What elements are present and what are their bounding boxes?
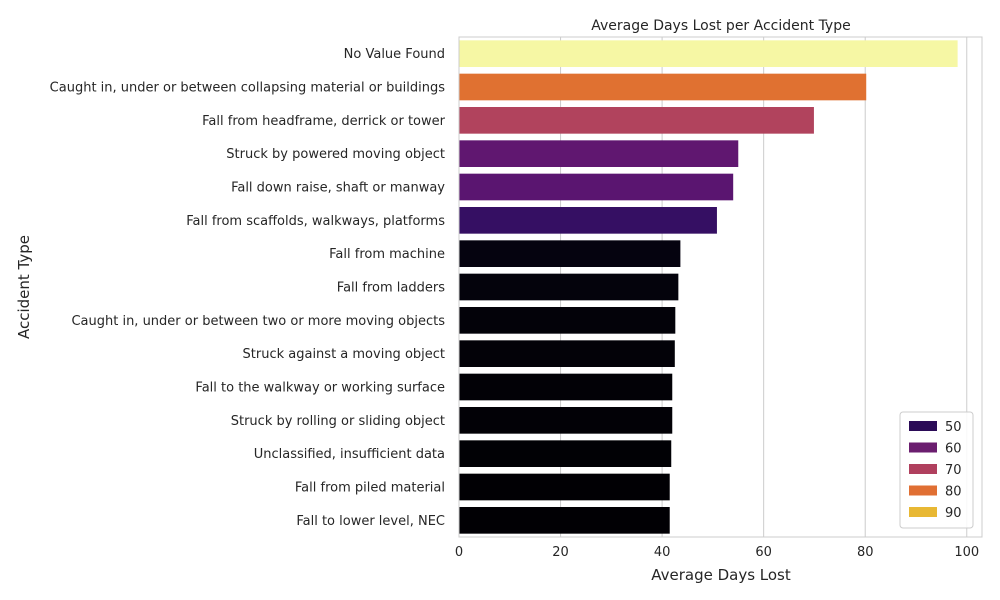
y-tick-label: Struck against a moving object <box>243 347 445 362</box>
bar <box>459 407 673 434</box>
bar <box>459 107 814 134</box>
legend-label: 70 <box>945 463 962 478</box>
bar <box>459 340 675 367</box>
bar <box>459 40 958 67</box>
y-tick-label: Struck by rolling or sliding object <box>231 414 445 429</box>
bar <box>459 140 739 167</box>
y-tick-label: Fall from headframe, derrick or tower <box>202 114 446 129</box>
y-tick-label: Caught in, under or between collapsing m… <box>50 81 446 96</box>
bar <box>459 173 734 201</box>
y-tick-label: Fall to lower level, NEC <box>296 514 445 529</box>
legend-label: 90 <box>945 506 962 521</box>
x-tick-label: 40 <box>654 545 671 560</box>
legend-swatch <box>909 485 937 496</box>
bar <box>459 373 673 401</box>
y-tick-label: Fall to the walkway or working surface <box>195 381 445 396</box>
x-tick-label: 20 <box>552 545 569 560</box>
legend-swatch <box>909 421 937 431</box>
bar <box>459 307 676 334</box>
legend-label: 60 <box>945 442 962 457</box>
bar <box>459 507 670 534</box>
y-axis-label: Accident Type <box>15 235 33 339</box>
plot-frame <box>458 36 983 538</box>
chart-title: Average Days Lost per Accident Type <box>591 18 850 34</box>
y-tick-label: Fall down raise, shaft or manway <box>231 181 445 196</box>
bar <box>459 473 670 501</box>
y-tick-label: Fall from piled material <box>295 481 445 496</box>
x-tick-label: 80 <box>857 545 874 560</box>
legend-swatch <box>909 442 937 453</box>
y-tick-label: Unclassified, insufficient data <box>254 447 445 462</box>
y-tick-label: Fall from scaffolds, walkways, platforms <box>186 214 445 229</box>
x-tick-label: 100 <box>954 545 979 560</box>
y-tick-labels: No Value Found Caught in, under or betwee… <box>50 47 446 529</box>
bar <box>459 73 867 101</box>
bar <box>459 207 717 234</box>
legend-swatch <box>909 507 937 517</box>
x-tick-labels: 0 20 40 60 80 100 <box>455 545 979 560</box>
y-tick-label: No Value Found <box>344 47 445 62</box>
y-tick-label: Struck by powered moving object <box>226 147 445 162</box>
bar <box>459 440 672 467</box>
legend-label: 80 <box>945 485 962 500</box>
x-tick-label: 60 <box>755 545 772 560</box>
x-tick-label: 0 <box>455 545 463 560</box>
y-tick-label: Fall from machine <box>329 247 445 262</box>
bars <box>459 40 958 534</box>
bar <box>459 240 681 267</box>
y-tick-label: Fall from ladders <box>337 281 445 296</box>
legend: 50 60 70 80 90 <box>899 411 974 529</box>
y-tick-label: Caught in, under or between two or more … <box>71 314 445 329</box>
legend-label: 50 <box>945 420 962 435</box>
legend-swatch <box>909 464 937 474</box>
x-axis-label: Average Days Lost <box>651 566 791 584</box>
bar <box>459 273 679 301</box>
